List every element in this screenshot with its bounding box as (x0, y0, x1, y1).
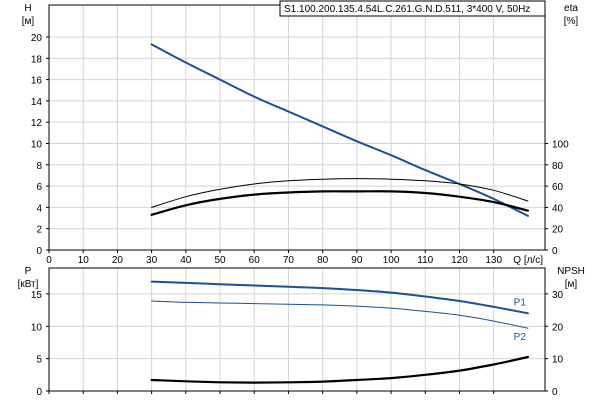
bottom-plot-frame (48, 267, 546, 392)
top-x-tick-label: 130 (485, 255, 502, 266)
top-right-axis-name: eta (564, 3, 578, 14)
top-x-tick-label: 110 (417, 255, 433, 266)
top-x-tick-label: 120 (451, 255, 468, 266)
bottom-series-label-p2: P2 (514, 332, 527, 343)
top-left-tick-label: 12 (31, 118, 43, 129)
bottom-series-label-p1: P1 (514, 297, 527, 308)
bottom-left-axis-unit: [кВт] (18, 279, 39, 290)
bottom-right-tick-label: 0 (552, 387, 558, 398)
bottom-left-tick-label: 5 (36, 355, 42, 366)
top-x-tick-label: 30 (146, 255, 158, 266)
bottom-right-tick-label: 10 (552, 355, 564, 366)
top-left-tick-label: 20 (31, 33, 43, 44)
grid-layer (48, 5, 545, 392)
bottom-left-tick-label: 10 (31, 322, 43, 333)
top-left-tick-label: 4 (36, 203, 42, 214)
top-x-tick-label: 0 (46, 255, 52, 266)
top-plot-frame (48, 4, 546, 251)
top-left-axis-unit: [м] (22, 16, 35, 27)
top-x-tick-label: 40 (180, 255, 192, 266)
top-right-tick-label: 40 (552, 203, 564, 214)
bottom-series-line-p1 (150, 280, 529, 315)
top-series-line-right-1 (151, 178, 529, 208)
top-right-tick-label: 0 (552, 246, 558, 257)
top-x-tick-label: 10 (78, 255, 90, 266)
top-right-tick-label: 60 (552, 182, 564, 193)
series-layer (150, 43, 529, 384)
top-x-tick-label: 50 (214, 255, 226, 266)
top-left-tick-label: 2 (36, 225, 42, 236)
top-series-line-left-0 (150, 43, 529, 217)
top-left-axis-name: H (24, 3, 31, 14)
bottom-right-tick-label: 20 (552, 322, 564, 333)
top-series-line-right-2 (150, 190, 529, 216)
top-left-tick-label: 14 (31, 97, 43, 108)
top-x-tick-label: 70 (283, 255, 295, 266)
bottom-left-tick-label: 0 (36, 387, 42, 398)
top-left-tick-label: 0 (36, 246, 42, 257)
top-x-tick-label: 20 (112, 255, 124, 266)
top-x-tick-label: 100 (383, 255, 400, 266)
label-layer: 0 10 20 30 40 50 60 70 80 90 100 110 120 130024681012… (18, 3, 585, 398)
bottom-right-axis-name: NPSH (557, 266, 585, 277)
model-label: S1.100.200.135.4.54L.C.261.G.N.D.511, 3*… (284, 4, 530, 15)
top-x-tick-label: 90 (351, 255, 363, 266)
top-right-tick-label: 80 (552, 161, 564, 172)
top-right-tick-label: 100 (552, 139, 569, 150)
model-box (279, 0, 546, 17)
bottom-right-axis-unit: [м] (565, 279, 578, 290)
bottom-left-axis-name: P (25, 266, 32, 277)
top-left-tick-label: 8 (36, 161, 42, 172)
top-left-tick-label: 10 (31, 139, 43, 150)
top-x-tick-label: 60 (249, 255, 261, 266)
top-left-tick-label: 6 (36, 182, 42, 193)
bottom-left-tick-label: 15 (31, 290, 43, 301)
top-x-tick-label: 80 (317, 255, 329, 266)
top-right-tick-label: 20 (552, 225, 564, 236)
bottom-series-line-p2 (151, 300, 529, 329)
top-left-tick-label: 16 (31, 76, 43, 87)
top-x-axis-label: Q [л/с] (513, 255, 543, 266)
bottom-right-tick-label: 30 (552, 290, 564, 301)
top-right-axis-unit: [%] (564, 16, 579, 27)
bottom-series-line-right-2 (150, 355, 529, 384)
top-left-tick-label: 18 (31, 54, 43, 65)
